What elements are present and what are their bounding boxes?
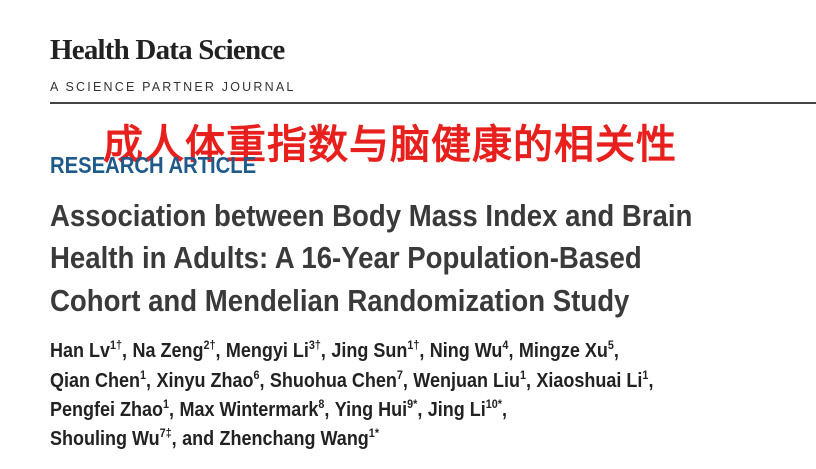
author-name: Ying Hui [334,399,408,421]
author-name: Jing Li [427,399,486,421]
affiliation: 4 [502,338,509,352]
author-name: Han Lv [50,340,111,362]
separator: , [171,428,177,450]
affiliation: 1 [140,368,147,382]
author-line: Shouling Wu7‡, and Zhenchang Wang1* [50,426,384,451]
separator: , [613,340,619,362]
author-prefix: and [182,428,215,450]
affiliation: 7 [396,368,403,382]
separator: , [169,399,175,421]
affiliation: 6 [253,368,260,382]
author: Ning Wu4, [429,338,514,362]
separator: , [648,370,654,392]
author-name: Xiaoshuai Li [536,370,643,392]
affiliation: 5 [607,338,614,352]
author: Ying Hui9*, [334,397,423,421]
affiliation: 1 [519,368,526,382]
author-name: Mingze Xu [518,340,608,362]
author-name: Shouling Wu [50,428,160,450]
separator: , [215,340,221,362]
author-line: Pengfei Zhao1, Max Wintermark8, Ying Hui9*… [50,397,512,422]
title-line: Cohort and Mendelian Randomization Study [50,283,630,318]
article-type: RESEARCH ARTICLE [50,152,257,178]
author-name: Qian Chen [50,370,141,392]
author: Na Zeng2†, [132,338,221,362]
affiliation: 1† [407,338,420,352]
affiliation: 7‡ [159,426,172,440]
author-name: Xinyu Zhao [156,370,254,392]
author-name: Max Wintermark [179,399,319,421]
author: Mengyi Li3†, [225,338,326,362]
separator: , [122,340,128,362]
author-name: Wenjuan Liu [413,370,520,392]
separator: , [324,399,330,421]
author-name: Shuohua Chen [269,370,397,392]
author: Xinyu Zhao6, [156,368,265,392]
affiliation: 1* [368,426,380,440]
separator: , [419,340,425,362]
separator: , [417,399,423,421]
separator: , [402,370,408,392]
affiliation: 3† [308,338,321,352]
affiliation: 1 [163,397,170,411]
author: Jing Li10*, [427,397,507,421]
title-line: Association between Body Mass Index and … [50,198,693,233]
author-name: Mengyi Li [225,340,309,362]
banner: 成人体重指数与脑健康的相关性 [103,122,677,168]
author-name: Zhenchang Wang [219,428,369,450]
author-name: Pengfei Zhao [50,399,164,421]
author: Qian Chen1, [50,368,152,392]
affiliation: 2† [203,338,216,352]
author: Shouling Wu7‡, [50,426,177,450]
separator: , [146,370,152,392]
affiliation: 1 [642,368,649,382]
author-name: Na Zeng [132,340,204,362]
author: Pengfei Zhao1, [50,397,175,421]
author: Xiaoshuai Li1, [536,368,654,392]
journal-subtitle: A SCIENCE PARTNER JOURNAL [50,80,296,94]
author: Han Lv1†, [50,338,128,362]
author-line: Han Lv1†, Na Zeng2†, Mengyi Li3†, Jing Sun1… [50,338,624,363]
author-name: Ning Wu [429,340,503,362]
author: Mingze Xu5, [518,338,619,362]
affiliation: 10* [485,397,502,411]
author: Jing Sun1†, [331,338,425,362]
author: Max Wintermark8, [179,397,330,421]
affiliation: 9* [407,397,418,411]
affiliation: 1† [110,338,123,352]
author-name: Jing Sun [331,340,408,362]
separator: , [501,399,507,421]
journal-name: Health Data Science [50,34,285,66]
separator: , [525,370,531,392]
divider [50,102,816,104]
author-line: Qian Chen1, Xinyu Zhao6, Shuohua Chen7, Wen… [50,368,659,393]
separator: , [259,370,265,392]
author: Wenjuan Liu1, [413,368,531,392]
author: Shuohua Chen7, [269,368,408,392]
title-line: Health in Adults: A 16-Year Population-B… [50,240,642,275]
separator: , [508,340,514,362]
separator: , [320,340,326,362]
affiliation: 8 [318,397,325,411]
author: and Zhenchang Wang1* [182,426,380,450]
